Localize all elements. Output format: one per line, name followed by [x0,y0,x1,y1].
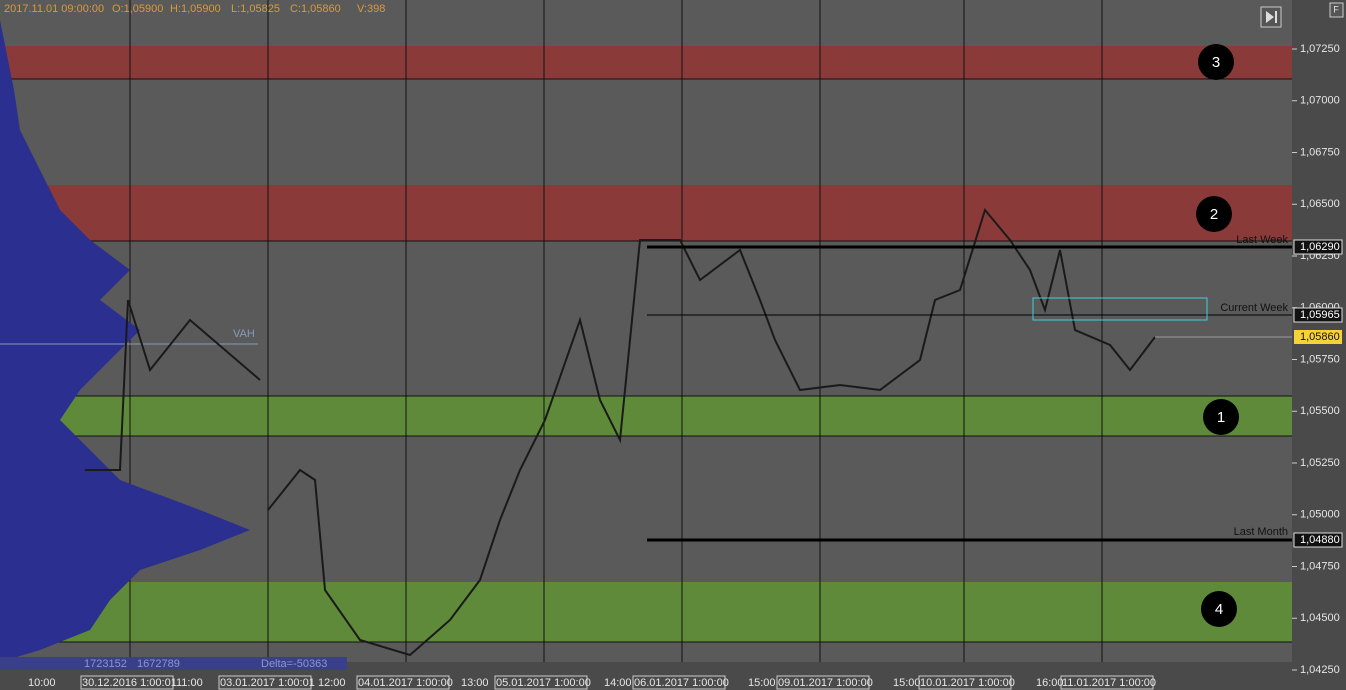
level-label: Current Week [1220,302,1288,314]
time-label: 14:00 [604,677,632,689]
date-label: 11.01.2017 1:00:00 [1062,677,1156,689]
zone-number: 3 [1212,54,1220,71]
price-label: 1,04250 [1300,664,1340,676]
current-price: 1,05860 [1300,331,1340,343]
header-date: 2017.11.01 09:00:00 [4,3,104,15]
level-label: Last Week [1236,234,1288,246]
level-label: Last Month [1234,526,1288,538]
price-label: 1,07000 [1300,95,1340,107]
plot-bg [0,0,1292,662]
date-label: 30.12.2016 1:00:01 [82,677,177,689]
volume-b: 1672789 [137,658,180,670]
date-label: 05.01.2017 1:00:00 [496,677,591,689]
price-label: 1,05500 [1300,405,1340,417]
zone-band [0,46,1292,79]
date-label: 04.01.2017 1:00:00 [358,677,453,689]
vah-label: VAH [233,328,255,340]
date-box [494,675,588,690]
profile-footer [0,657,347,670]
header-low: L:1,05825 [231,3,280,15]
price-tag [1294,330,1342,344]
price-label: 1,04750 [1300,560,1340,572]
date-label: 03.01.2017 1:00:01 [220,677,315,689]
zone-badge [1203,399,1239,435]
corner-button[interactable] [1329,2,1344,18]
price-label: 1,04500 [1300,612,1340,624]
delta: Delta=-50363 [261,658,327,670]
zone-number: 4 [1215,601,1223,618]
price-axis [1292,0,1346,690]
time-label: 15:00 [893,677,921,689]
zone-band [0,396,1292,436]
price-label: 1,07250 [1300,43,1340,55]
price-label: 1,06750 [1300,146,1340,158]
date-label: 10.01.2017 1:00:00 [920,677,1015,689]
price-label: 1,05000 [1300,509,1340,521]
price-label: 1,06500 [1300,198,1340,210]
date-box [632,675,726,690]
zone-number: 1 [1217,409,1225,426]
header-volume: V:398 [357,3,385,15]
date-box [218,675,312,690]
corner-button-label: F [1333,4,1339,14]
time-label: 12:00 [318,677,346,689]
time-label: 15:00 [748,677,776,689]
ohlc-header: 2017.11.01 09:00:00 O:1,05900 H:1,05900 … [4,3,385,15]
header-close: C:1,05860 [290,3,341,15]
time-label: 10:00 [28,677,56,689]
price-label: 1,05250 [1300,457,1340,469]
volume-a: 1723152 [84,658,127,670]
time-label: 13:00 [461,677,489,689]
price-tag-label: 1,06290 [1300,241,1340,253]
time-label: 16:00 [1036,677,1064,689]
price-tag-label: 1,05965 [1300,309,1340,321]
price-label: 1,05750 [1300,353,1340,365]
nav-icon [1266,11,1277,23]
volume-profile [0,20,250,662]
date-label: 06.01.2017 1:00:00 [634,677,729,689]
date-label: 09.01.2017 1:00:00 [778,677,873,689]
date-box [918,675,1012,690]
date-box [80,675,174,690]
price-bars [85,207,1156,657]
date-box [776,675,870,690]
zone-badge [1196,196,1232,232]
time-label: 11:00 [176,677,203,689]
header-open: O:1,05900 [112,3,163,15]
price-tag-label: 1,04880 [1300,534,1340,546]
price-tag [1293,532,1343,548]
grid [0,0,1292,662]
zone-badge [1201,591,1237,627]
price-tag [1293,307,1343,323]
zone-number: 2 [1210,206,1218,223]
price-tag [1293,239,1343,255]
date-box [1060,675,1154,690]
date-box [356,675,450,690]
zone-badge [1198,44,1234,80]
header-high: H:1,05900 [170,3,221,15]
zone-band [0,582,1292,642]
zone-band [0,185,1292,241]
highlight-box [1032,297,1208,321]
